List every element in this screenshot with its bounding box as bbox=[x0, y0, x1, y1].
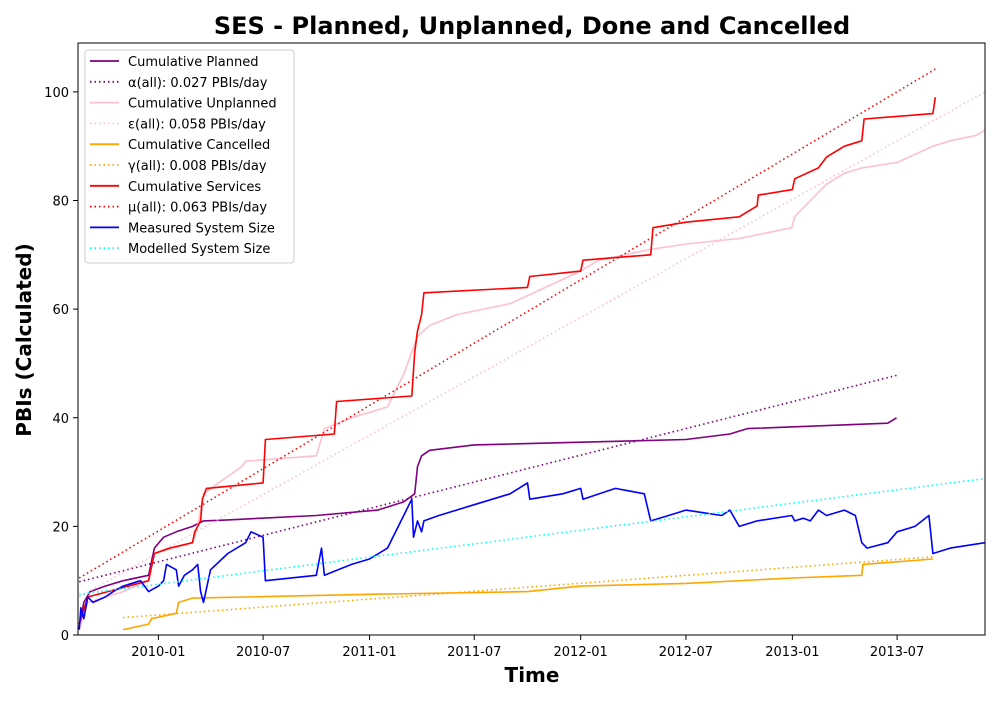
legend-label: Measured System Size bbox=[128, 221, 275, 236]
y-tick-label: 80 bbox=[52, 195, 69, 210]
y-tick-label: 20 bbox=[52, 520, 69, 535]
legend-label: Cumulative Services bbox=[128, 180, 261, 195]
legend-label: μ(all): 0.063 PBIs/day bbox=[128, 201, 267, 216]
legend-box bbox=[84, 49, 295, 264]
plot-frame bbox=[77, 42, 986, 636]
axis-layer: 2010-01 2010-07 2011-01 2011-07 2012-01 2012-… bbox=[44, 86, 924, 660]
x-tick-label: 2011-01 bbox=[342, 645, 396, 660]
legend-label: ε(all): 0.058 PBIs/day bbox=[128, 117, 266, 132]
series-layer bbox=[78, 68, 986, 631]
series-line-6 bbox=[78, 97, 937, 625]
x-tick-label: 2012-01 bbox=[554, 645, 608, 660]
legend-label: Cumulative Unplanned bbox=[128, 97, 277, 112]
series-line-1 bbox=[79, 374, 897, 583]
legend-label: Cumulative Cancelled bbox=[128, 138, 270, 153]
legend: Cumulative Planned α(all): 0.027 PBIs/day… bbox=[84, 49, 295, 264]
y-tick-label: 100 bbox=[44, 86, 69, 101]
x-tick-label: 2013-01 bbox=[765, 645, 819, 660]
series-line-3 bbox=[78, 91, 986, 598]
x-axis-label: Time bbox=[505, 663, 560, 687]
legend-label: α(all): 0.027 PBIs/day bbox=[128, 76, 268, 91]
x-tick-label: 2012-07 bbox=[659, 645, 713, 660]
y-tick-label: 0 bbox=[61, 629, 69, 644]
series-line-4 bbox=[122, 558, 933, 631]
x-tick-label: 2010-01 bbox=[131, 645, 185, 660]
legend-label: Cumulative Planned bbox=[128, 55, 258, 70]
series-line-0 bbox=[78, 417, 897, 630]
legend-label: γ(all): 0.008 PBIs/day bbox=[128, 159, 267, 174]
chart-title: SES - Planned, Unplanned, Done and Cance… bbox=[214, 12, 850, 40]
legend-label: Modelled System Size bbox=[128, 242, 270, 257]
x-tick-label: 2010-07 bbox=[236, 645, 290, 660]
x-tick-label: 2011-07 bbox=[447, 645, 501, 660]
series-line-9 bbox=[79, 477, 986, 596]
series-line-8 bbox=[78, 482, 986, 630]
series-line-5 bbox=[123, 556, 933, 619]
y-tick-label: 60 bbox=[52, 303, 69, 318]
y-tick-label: 40 bbox=[52, 412, 69, 427]
y-axis-label: PBIs (Calculated) bbox=[12, 243, 36, 436]
x-tick-label: 2013-07 bbox=[870, 645, 924, 660]
